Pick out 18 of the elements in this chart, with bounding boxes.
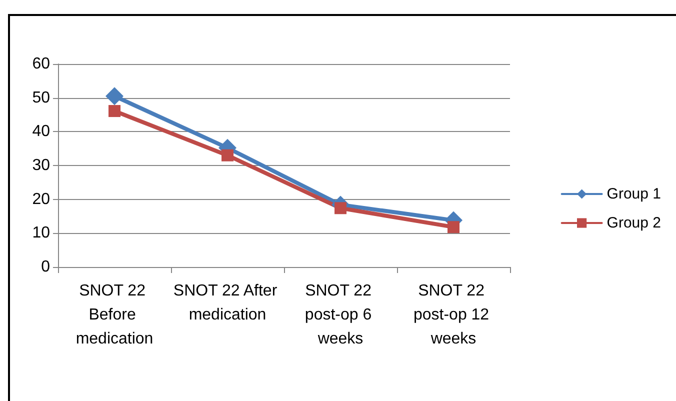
point bbox=[448, 221, 460, 234]
y-tick-label: 20 bbox=[32, 190, 50, 208]
x-tick-label: SNOT 22 post-op 12 weeks bbox=[413, 282, 494, 348]
y-tick-label: 30 bbox=[32, 157, 50, 174]
x-tick-label: SNOT 22 post-op 6 weeks bbox=[304, 282, 376, 348]
point bbox=[334, 202, 346, 214]
y-tick-label: 50 bbox=[32, 89, 50, 106]
y-tick-label: 10 bbox=[32, 224, 50, 242]
point bbox=[108, 105, 120, 118]
legend-label: Group 2 bbox=[606, 214, 662, 232]
legend-label: Group 1 bbox=[606, 186, 662, 202]
y-tick-label: 0 bbox=[41, 258, 50, 276]
x-tick-label: SNOT 22 After medication bbox=[173, 282, 282, 324]
y-tick-label: 40 bbox=[32, 123, 50, 140]
point bbox=[106, 87, 124, 106]
x-tick-label: SNOT 22 Before medication bbox=[76, 282, 154, 348]
point bbox=[222, 149, 234, 162]
y-tick-label: 60 bbox=[32, 56, 50, 72]
